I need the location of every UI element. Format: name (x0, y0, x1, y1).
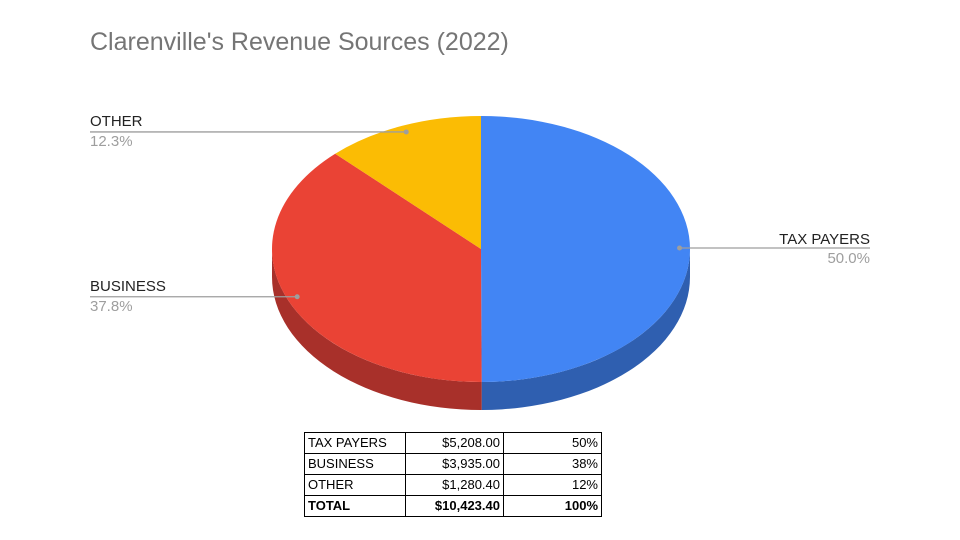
revenue-table: TAX PAYERS $5,208.00 50% BUSINESS $3,935… (304, 432, 602, 517)
pie-labels: TAX PAYERS 50.0% BUSINESS 37.8% OTHER 12.3% (90, 113, 870, 315)
slice-label-business: BUSINESS (90, 278, 166, 295)
table-row: TAX PAYERS $5,208.00 50% (304, 432, 602, 454)
table-cell-percent: 100% (503, 495, 602, 517)
table-cell-amount: $5,208.00 (405, 432, 504, 454)
slice-percent-other: 12.3% (90, 133, 133, 150)
table-cell-name: OTHER (304, 474, 406, 496)
pie-sides (272, 249, 690, 411)
slice-percent-business: 37.8% (90, 298, 133, 315)
table-row: BUSINESS $3,935.00 38% (304, 453, 602, 475)
table-cell-amount: $10,423.40 (405, 495, 504, 517)
table-cell-name: TAX PAYERS (304, 432, 406, 454)
pie-slice-other (335, 116, 481, 249)
pie-slice-tax-payers (481, 116, 691, 382)
table-row: OTHER $1,280.40 12% (304, 474, 602, 496)
chart-title: Clarenville's Revenue Sources (2022) (90, 28, 509, 56)
pie-slice-business (271, 153, 482, 382)
leader-dot (403, 129, 409, 135)
slice-percent-tax-payers: 50.0% (827, 250, 870, 267)
table-cell-amount: $1,280.40 (405, 474, 504, 496)
table-cell-percent: 38% (503, 453, 602, 475)
table-row-total: TOTAL $10,423.40 100% (304, 495, 602, 517)
table-cell-amount: $3,935.00 (405, 453, 504, 475)
pie-chart: TAX PAYERS 50.0% BUSINESS 37.8% OTHER 12.3% (90, 113, 870, 411)
slice-label-other: OTHER (90, 113, 143, 130)
leader-dot (294, 294, 300, 300)
pie-side-business (272, 249, 482, 411)
table-cell-name: BUSINESS (304, 453, 406, 475)
leader-dot (677, 245, 683, 251)
table-cell-percent: 12% (503, 474, 602, 496)
pie-side-tax-payers (481, 249, 690, 410)
slice-label-tax-payers: TAX PAYERS (779, 231, 870, 248)
table-cell-percent: 50% (503, 432, 602, 454)
table-cell-name: TOTAL (304, 495, 406, 517)
pie-slices (271, 116, 691, 382)
